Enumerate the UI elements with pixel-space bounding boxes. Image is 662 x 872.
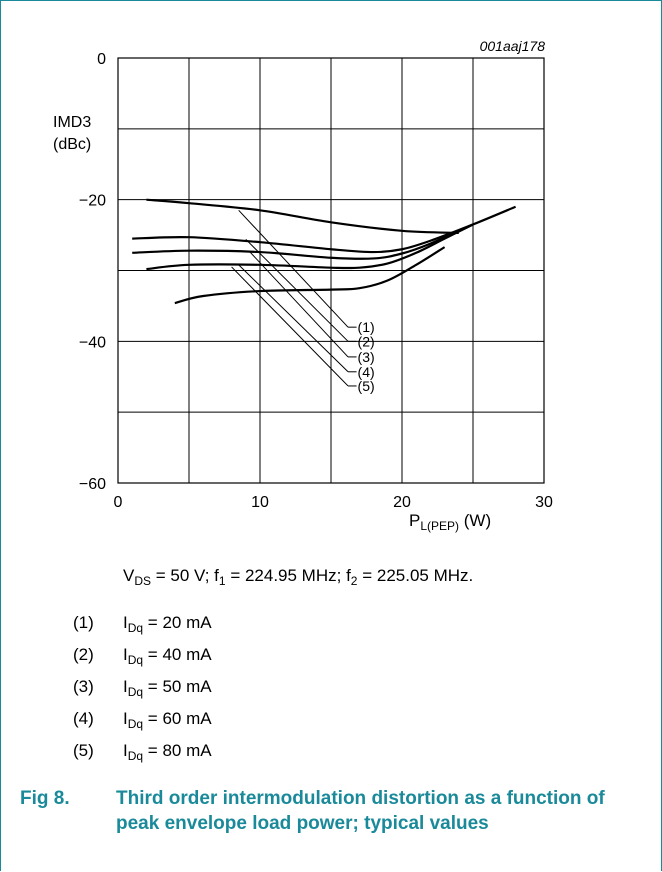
curve-5 [174,246,446,305]
x-axis-label: PL(PEP) (W) [409,511,491,533]
x-axis-unit: (W) [459,511,491,530]
leader-line-2 [245,238,349,342]
curve-2 [132,205,517,254]
leader-line-1 [238,209,349,328]
imd3-chart: (1)(2)(3)(4)(5) 0 10 20 30 0 −20 −40 −60 001aaj… [53,38,553,533]
legend-item-5: (5) IDq = 80 mA [73,741,212,763]
figure-number: Fig 8. [20,788,70,809]
curve-3 [132,223,474,260]
legend-item-3: (3) IDq = 50 mA [73,677,212,699]
y-tick-label: 0 [97,51,106,68]
x-tick-label: 0 [114,494,123,511]
figure-id: 001aaj178 [480,38,546,54]
curve-label-2: (2) [358,333,375,349]
test-conditions: VDS = 50 V; f1 = 224.95 MHz; f2 = 225.05… [123,566,474,588]
legend-item-1: (1) IDq = 20 mA [73,613,212,635]
x-tick-label: 10 [251,494,269,511]
y-tick-label: −20 [79,193,106,210]
y-tick-label: −40 [79,334,106,351]
leader-line-3 [249,251,349,358]
figure-title: Third order intermodulation distortion a… [116,788,605,834]
curve-label-3: (3) [358,349,375,365]
y-axis-label: IMD3 [53,114,91,131]
curve-4 [146,223,474,271]
legend-item-2: (2) IDq = 40 mA [73,645,212,667]
leader-lines: (1)(2)(3)(4)(5) [231,209,375,394]
leader-line-4 [238,264,349,373]
curve-group [132,198,517,305]
plot-border [117,57,545,484]
y-axis-unit: (dBc) [53,136,91,153]
curve-label-4: (4) [358,364,375,380]
curve-1 [146,198,459,235]
x-tick-label: 30 [535,494,553,511]
legend-item-4: (4) IDq = 60 mA [73,709,212,731]
axes: 0 10 20 30 0 −20 −40 −60 [79,51,553,511]
curve-label-5: (5) [358,378,375,394]
leader-line-5 [231,266,349,387]
x-axis-subscript: L(PEP) [420,519,459,533]
curve-label-1: (1) [358,319,375,335]
x-axis-symbol: P [409,511,420,530]
plot-grid [118,58,544,483]
y-tick-label: −60 [79,476,106,493]
x-tick-label: 20 [393,494,411,511]
